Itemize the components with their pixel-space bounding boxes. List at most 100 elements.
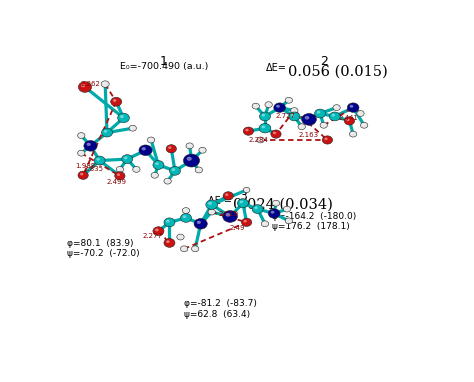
Circle shape: [292, 109, 294, 111]
Circle shape: [225, 193, 228, 196]
Circle shape: [237, 199, 248, 207]
Circle shape: [259, 123, 271, 133]
Circle shape: [206, 200, 218, 209]
Text: E₀=-700.490 (a.u.): E₀=-700.490 (a.u.): [120, 62, 208, 71]
Circle shape: [78, 82, 91, 92]
Circle shape: [258, 138, 261, 140]
Text: 0.056 (0.015): 0.056 (0.015): [288, 65, 388, 79]
Text: 1.988: 1.988: [75, 163, 95, 170]
Text: 2.163: 2.163: [299, 132, 319, 138]
Circle shape: [134, 168, 137, 170]
Text: 2: 2: [320, 55, 328, 68]
Text: ψ=-70.2  (-72.0): ψ=-70.2 (-72.0): [66, 249, 139, 258]
Text: φ=80.1  (83.9): φ=80.1 (83.9): [66, 238, 133, 248]
Circle shape: [181, 246, 188, 252]
Circle shape: [78, 150, 85, 156]
Circle shape: [273, 132, 276, 134]
Circle shape: [187, 144, 190, 146]
Circle shape: [182, 247, 184, 249]
Text: 2.49: 2.49: [230, 225, 245, 231]
Circle shape: [166, 240, 170, 243]
Circle shape: [208, 202, 212, 205]
Text: 0.024 (0.034): 0.024 (0.034): [233, 198, 333, 212]
Circle shape: [271, 130, 281, 138]
Circle shape: [276, 105, 280, 108]
Circle shape: [305, 116, 310, 120]
Circle shape: [170, 167, 181, 175]
Text: 2.441: 2.441: [339, 115, 359, 121]
Circle shape: [177, 234, 184, 240]
Circle shape: [287, 219, 289, 221]
Text: 2.277: 2.277: [142, 233, 162, 240]
Circle shape: [197, 221, 201, 224]
Circle shape: [104, 130, 107, 133]
Circle shape: [166, 220, 170, 222]
Circle shape: [81, 84, 85, 87]
Circle shape: [301, 113, 316, 125]
Circle shape: [118, 168, 120, 170]
Circle shape: [285, 218, 292, 224]
Circle shape: [344, 117, 355, 125]
Circle shape: [78, 133, 85, 139]
Circle shape: [324, 138, 328, 140]
Circle shape: [346, 118, 350, 121]
Circle shape: [183, 154, 200, 167]
Circle shape: [101, 81, 109, 87]
Text: 2.835: 2.835: [83, 166, 103, 172]
Text: 2.727: 2.727: [276, 113, 296, 119]
Text: 2.019: 2.019: [218, 211, 238, 217]
Circle shape: [193, 247, 195, 249]
Circle shape: [80, 173, 83, 175]
Circle shape: [101, 128, 112, 137]
Circle shape: [186, 143, 193, 149]
Circle shape: [96, 158, 100, 161]
Circle shape: [362, 123, 365, 125]
Text: 2.499: 2.499: [107, 179, 127, 185]
Circle shape: [333, 105, 340, 110]
Circle shape: [117, 173, 120, 176]
Text: 2.262: 2.262: [81, 81, 100, 87]
Circle shape: [142, 147, 146, 151]
Circle shape: [261, 221, 269, 227]
Circle shape: [240, 201, 243, 203]
Circle shape: [195, 167, 202, 173]
Circle shape: [329, 112, 340, 121]
Circle shape: [349, 131, 357, 137]
Circle shape: [331, 114, 335, 117]
Circle shape: [181, 214, 191, 222]
Circle shape: [147, 137, 155, 143]
Text: 1: 1: [160, 55, 168, 68]
Circle shape: [291, 114, 294, 117]
Circle shape: [124, 157, 128, 159]
Circle shape: [201, 149, 203, 151]
Circle shape: [252, 103, 259, 109]
Circle shape: [300, 125, 302, 127]
Text: 3: 3: [239, 190, 247, 203]
Circle shape: [172, 168, 175, 171]
Circle shape: [252, 205, 263, 214]
Circle shape: [79, 134, 82, 136]
Circle shape: [272, 200, 280, 206]
Text: ΔE=: ΔE=: [266, 63, 287, 73]
Circle shape: [246, 129, 249, 131]
Circle shape: [155, 228, 159, 231]
Circle shape: [164, 178, 171, 184]
Circle shape: [84, 141, 97, 151]
Text: 2.284: 2.284: [249, 137, 269, 143]
Circle shape: [350, 105, 353, 108]
Circle shape: [322, 136, 333, 144]
Circle shape: [254, 104, 256, 106]
Circle shape: [139, 145, 152, 155]
Circle shape: [168, 146, 172, 149]
Circle shape: [266, 103, 269, 105]
Circle shape: [263, 222, 265, 224]
Circle shape: [155, 162, 159, 165]
Circle shape: [133, 167, 140, 172]
Circle shape: [321, 123, 324, 125]
Circle shape: [245, 188, 247, 190]
Text: ΔE =: ΔE =: [208, 196, 232, 206]
Circle shape: [178, 235, 181, 237]
Circle shape: [289, 112, 300, 121]
Text: ψ=62.8  (63.4): ψ=62.8 (63.4): [184, 310, 250, 319]
Circle shape: [164, 238, 175, 247]
